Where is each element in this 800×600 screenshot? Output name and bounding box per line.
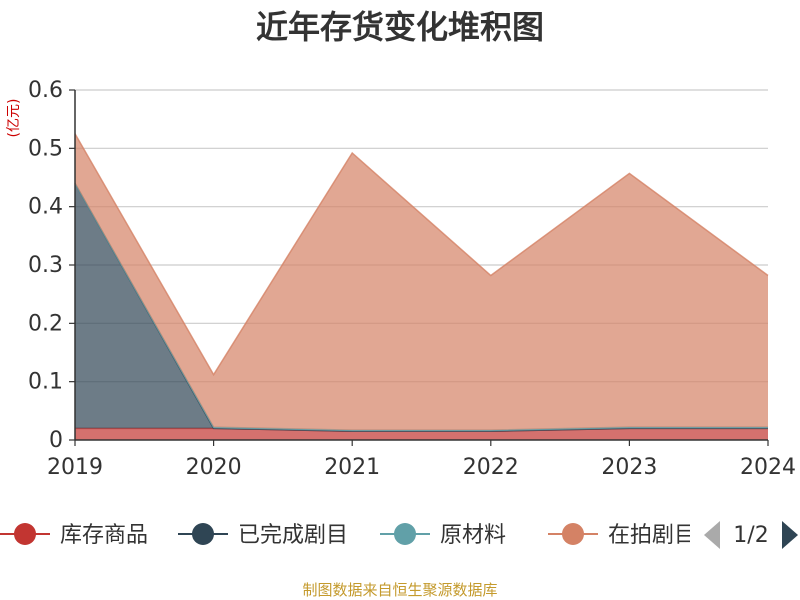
legend-item-在拍剧目[interactable]: 在拍剧目 (548, 523, 696, 548)
x-tick-labels: 2019 2020 2021 2022 2023 2024 (47, 455, 796, 480)
area-line-在拍剧目 (74, 133, 769, 377)
legend-page-indicator: 1/2 (733, 523, 768, 548)
area-series (74, 133, 769, 440)
x-tick-label: 2021 (324, 455, 380, 480)
y-tick-label: 0.3 (28, 253, 63, 278)
x-tick-label: 2024 (740, 455, 796, 480)
y-tick-label: 0.2 (28, 311, 63, 336)
y-axis-label: (亿元) (6, 99, 22, 138)
x-tick-label: 2023 (601, 455, 657, 480)
legend-marker (14, 523, 36, 545)
legend-item-已完成剧目[interactable]: 已完成剧目 (178, 523, 348, 548)
legend-marker (394, 523, 416, 545)
y-tick-label: 0.4 (28, 195, 63, 220)
legend-pager: 1/2 (704, 521, 798, 549)
legend-marker (192, 523, 214, 545)
legend-marker (562, 523, 584, 545)
area-已完成剧目 (75, 183, 768, 432)
chart-title: 近年存货变化堆积图 (256, 8, 544, 46)
x-tick-label: 2022 (463, 455, 519, 480)
legend-label: 在拍剧目 (608, 523, 696, 548)
legend-next-page-icon[interactable] (782, 521, 798, 549)
legend-label: 库存商品 (60, 523, 148, 548)
area-在拍剧目 (75, 133, 768, 431)
x-tick-label: 2019 (47, 455, 103, 480)
legend-prev-page-icon[interactable] (704, 521, 720, 549)
x-tick-label: 2020 (186, 455, 242, 480)
axes (74, 90, 769, 446)
legend: 库存商品 已完成剧目 原材料 在拍剧目 (0, 523, 696, 548)
area-库存商品 (75, 428, 768, 440)
y-tick-label: 0.5 (28, 136, 63, 161)
y-tick-label: 0.1 (28, 370, 63, 395)
legend-label: 已完成剧目 (238, 523, 348, 548)
legend-label: 原材料 (440, 523, 506, 548)
legend-item-原材料[interactable]: 原材料 (380, 523, 506, 548)
y-tick-label: 0 (49, 428, 63, 453)
data-source-note: 制图数据来自恒生聚源数据库 (302, 581, 497, 599)
y-tick-label: 0.6 (28, 78, 63, 103)
legend-item-库存商品[interactable]: 库存商品 (0, 523, 148, 548)
y-tick-labels: 0 0.1 0.2 0.3 0.4 0.5 0.6 (28, 78, 63, 453)
